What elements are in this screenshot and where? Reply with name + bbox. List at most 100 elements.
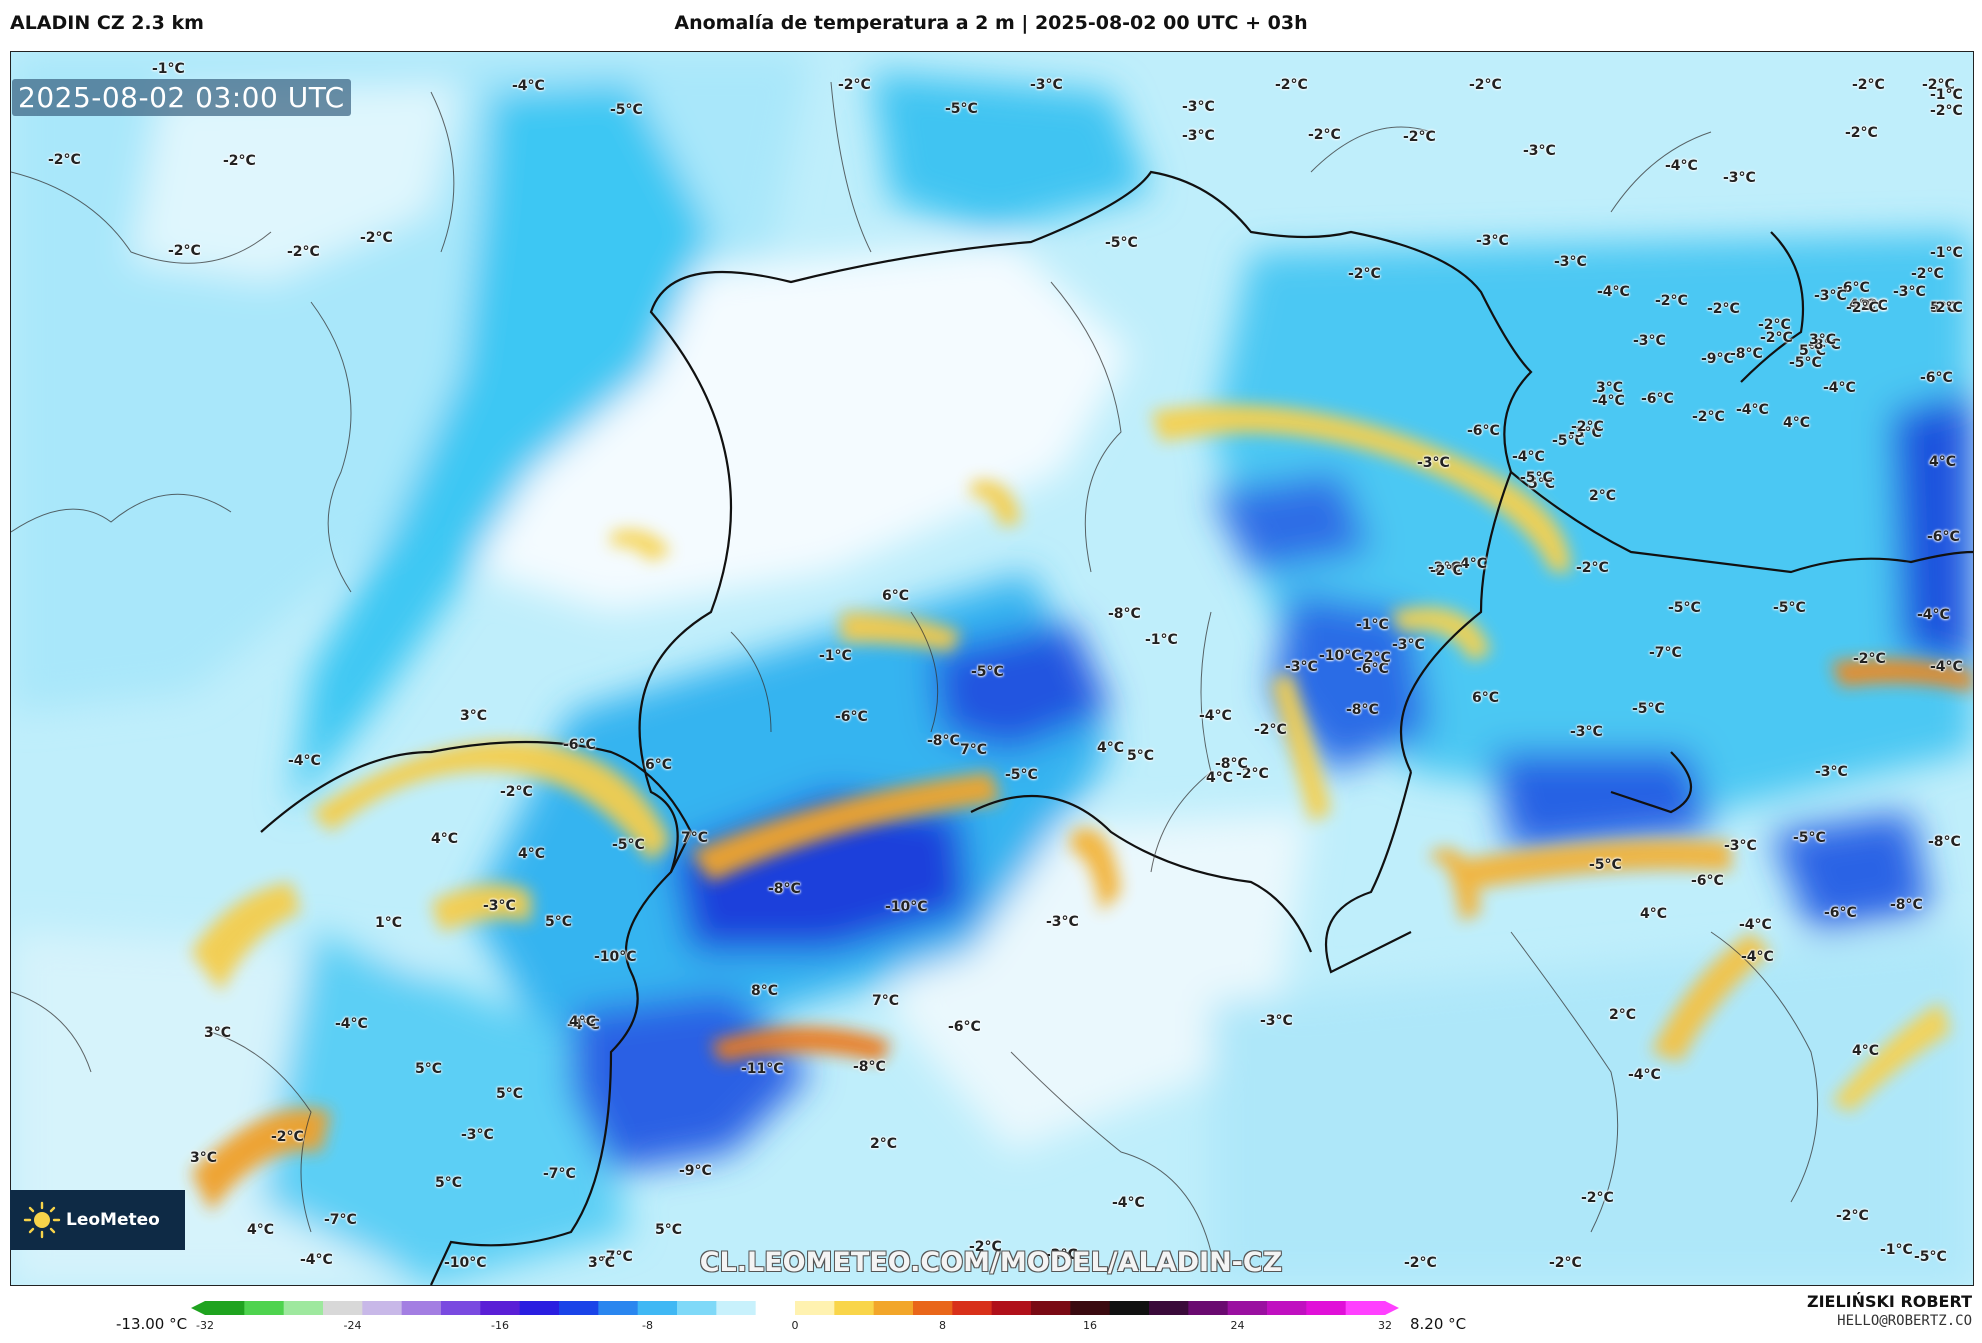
temperature-label: -4°C	[1597, 284, 1630, 300]
temperature-label: -2°C	[223, 153, 256, 169]
temperature-label: -6°C	[1467, 423, 1500, 439]
temperature-label: -3°C	[1855, 298, 1888, 314]
temperature-label: 3°C	[1809, 332, 1837, 348]
legend-color-step	[834, 1301, 875, 1315]
temperature-label: -4°C	[1665, 158, 1698, 174]
author-email[interactable]: HELLO@ROBERTZ.CO	[1837, 1313, 1972, 1329]
temperature-label: 1°C	[375, 915, 403, 931]
temperature-label: -3°C	[1392, 637, 1425, 653]
legend-color-step	[991, 1301, 1032, 1315]
temperature-label: -3°C	[1554, 254, 1587, 270]
temperature-label: -2°C	[1469, 77, 1502, 93]
temperature-label: 7°C	[681, 830, 709, 846]
temperature-label: -3°C	[1182, 99, 1215, 115]
header: ALADIN CZ 2.3 km Anomalía de temperatura…	[0, 0, 1982, 50]
temperature-label: -2°C	[1922, 77, 1955, 93]
temperature-label: -1°C	[1145, 632, 1178, 648]
temperature-label: -2°C	[1358, 650, 1391, 666]
temperature-label: -4°C	[1930, 659, 1963, 675]
temperature-label: -2°C	[1581, 1190, 1614, 1206]
temperature-label: -4°C	[1823, 380, 1856, 396]
temperature-label: -8°C	[1928, 834, 1961, 850]
temperature-label: -6°C	[835, 709, 868, 725]
logo-text: LeoMeteo	[66, 1210, 160, 1230]
temperature-label: -4°C	[1592, 393, 1625, 409]
temperature-label: 3°C	[190, 1150, 218, 1166]
temperature-label: -5°C	[1589, 857, 1622, 873]
temperature-label: -4°C	[1917, 607, 1950, 623]
legend-color-step	[1306, 1301, 1347, 1315]
temperature-label: -3°C	[1285, 659, 1318, 675]
legend-tick-label: 0	[792, 1319, 799, 1332]
temperature-label: -2°C	[1308, 127, 1341, 143]
temperature-label: -8°C	[1808, 337, 1841, 353]
temperature-label: 5°C	[545, 914, 573, 930]
temperature-label: -3°C	[483, 898, 516, 914]
temperature-label: -5°C	[1005, 767, 1038, 783]
temperature-label: -1°C	[1880, 1242, 1913, 1258]
temperature-label: -3°C	[1260, 1013, 1293, 1029]
temperature-label: -3°C	[1723, 170, 1756, 186]
temperature-label: -1°C	[819, 648, 852, 664]
temperature-label: -8°C	[1890, 897, 1923, 913]
legend-tick-label: 24	[1231, 1319, 1245, 1332]
temperature-label: -4°C	[1512, 449, 1545, 465]
temperature-label: -7°C	[600, 1249, 633, 1265]
temperature-label: 4°C	[1849, 297, 1877, 313]
temperature-label: -2°C	[1911, 266, 1944, 282]
temperature-label: -10°C	[594, 949, 637, 965]
temperature-label: -1°C	[152, 61, 185, 77]
temperature-label: -2°C	[1707, 301, 1740, 317]
temperature-label: -2°C	[1846, 300, 1879, 316]
temperature-label: -2°C	[1275, 77, 1308, 93]
temperature-label: -6°C	[948, 1019, 981, 1035]
legend-max-label: 8.20 °C	[1410, 1315, 1467, 1333]
temperature-label: -2°C	[1655, 293, 1688, 309]
temperature-label: -9°C	[679, 1163, 712, 1179]
temperature-label: -3°C	[1814, 288, 1847, 304]
temperature-label: -5°C	[1789, 355, 1822, 371]
temperature-label: 7°C	[872, 993, 900, 1009]
temperature-label: -2°C	[1930, 300, 1963, 316]
temperature-label: 7°C	[960, 742, 988, 758]
legend-color-step	[913, 1301, 953, 1315]
temperature-label: -4°C	[1739, 917, 1772, 933]
temperature-label: -8°C	[927, 733, 960, 749]
legend-color-step	[323, 1301, 363, 1315]
temperature-label: -6°C	[1920, 370, 1953, 386]
author-name: ZIELIŃSKI ROBERT	[1806, 1292, 1972, 1311]
temperature-label: -2°C	[1404, 1255, 1437, 1271]
leometeo-logo[interactable]: LeoMeteo	[10, 1190, 185, 1250]
temperature-label: -8°C	[853, 1059, 886, 1075]
legend-color-step	[1188, 1301, 1229, 1315]
temperature-label: -6°C	[1641, 391, 1674, 407]
temperature-label: -3°C	[1182, 128, 1215, 144]
legend-tick-label: 16	[1083, 1319, 1097, 1332]
temperature-label: -4°C	[1741, 949, 1774, 965]
source-url[interactable]: CL.LEOMETEO.COM/MODEL/ALADIN-CZ	[699, 1247, 1283, 1278]
temperature-label: -3°C	[1569, 425, 1602, 441]
temperature-label: -5°C	[1773, 600, 1806, 616]
temperature-label: -2°C	[1758, 317, 1791, 333]
legend-left-arrow	[191, 1301, 205, 1315]
temperature-label: 4°C	[1097, 740, 1125, 756]
legend-color-step	[362, 1301, 403, 1315]
legend-color-step	[1149, 1301, 1189, 1315]
temperature-label: -2°C	[48, 152, 81, 168]
temperature-label: -4°C	[567, 1017, 600, 1033]
temperature-label: -2°C	[1692, 409, 1725, 425]
temperature-label: -5°C	[610, 102, 643, 118]
sun-icon	[22, 1200, 62, 1240]
temperature-label: -4°C	[1736, 402, 1769, 418]
temperature-label: -5°C	[945, 101, 978, 117]
temperature-label: -5°C	[1105, 235, 1138, 251]
temperature-label: -2°C	[969, 1239, 1002, 1255]
map-canvas[interactable]	[10, 51, 1974, 1286]
temperature-label: -3°C	[1893, 284, 1926, 300]
temperature-label: -11°C	[741, 1061, 784, 1077]
legend-color-step	[1345, 1301, 1386, 1315]
temperature-label: 6°C	[882, 588, 910, 604]
temperature-label: -3°C	[1570, 724, 1603, 740]
legend-tick-label: 32	[1378, 1319, 1392, 1332]
legend-color-step	[716, 1301, 757, 1315]
